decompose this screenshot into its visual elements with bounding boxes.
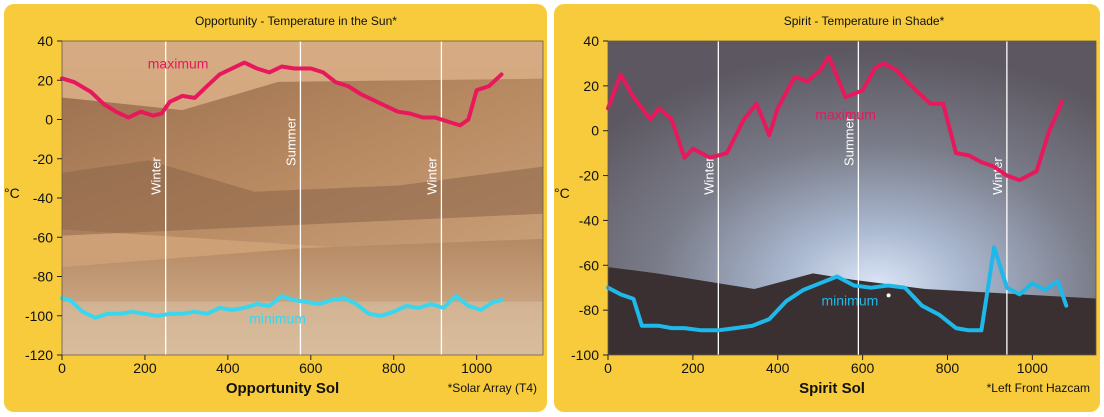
y-tick-label: -40 bbox=[579, 212, 599, 228]
y-tick-label: -60 bbox=[33, 229, 53, 245]
y-tick-label: -40 bbox=[33, 190, 53, 206]
x-tick-label: 1000 bbox=[1017, 360, 1048, 376]
series-line-maximum bbox=[606, 54, 1065, 183]
series-line-minimum bbox=[606, 245, 1069, 333]
y-axis-label: °C bbox=[4, 185, 20, 201]
y-tick-label: -20 bbox=[579, 168, 599, 184]
setting-sun bbox=[886, 293, 891, 298]
y-tick-label: -60 bbox=[579, 257, 599, 273]
season-label: Winter bbox=[701, 157, 716, 195]
x-tick-label: 200 bbox=[133, 360, 157, 376]
y-tick-label: -120 bbox=[25, 347, 53, 363]
opportunity-chart: Opportunity - Temperature in the Sun* Win… bbox=[4, 14, 544, 397]
season-label: Winter bbox=[990, 157, 1005, 195]
series-label-maximum: maximum bbox=[148, 55, 209, 71]
y-tick-label: 0 bbox=[591, 123, 599, 139]
x-axis-label: Spirit Sol bbox=[799, 380, 865, 397]
y-tick-label: 0 bbox=[45, 112, 53, 128]
y-tick-label: 20 bbox=[37, 72, 53, 88]
y-tick-label: -100 bbox=[25, 308, 53, 324]
x-tick-label: 400 bbox=[216, 360, 240, 376]
opportunity-chart-panel: Opportunity - Temperature in the Sun* Win… bbox=[4, 4, 547, 412]
series-line-minimum bbox=[60, 294, 504, 320]
y-axis-label: °C bbox=[554, 185, 570, 201]
plot-frame bbox=[607, 40, 1097, 356]
series-label-maximum: maximum bbox=[815, 107, 876, 123]
x-tick-label: 0 bbox=[58, 360, 66, 376]
series-label-minimum: minimum bbox=[249, 311, 306, 327]
x-tick-label: 600 bbox=[299, 360, 323, 376]
season-label: Winter bbox=[149, 157, 164, 195]
chart-title: Opportunity - Temperature in the Sun* bbox=[195, 14, 397, 28]
x-tick-label: 400 bbox=[766, 360, 790, 376]
crater-shadow bbox=[62, 160, 543, 236]
series-label-minimum: minimum bbox=[821, 293, 878, 309]
x-tick-label: 1000 bbox=[461, 360, 492, 376]
y-tick-label: 20 bbox=[583, 78, 599, 94]
footnote: *Solar Array (T4) bbox=[448, 381, 537, 395]
series-line-maximum bbox=[60, 60, 504, 128]
horizon-silhouette bbox=[608, 267, 1096, 355]
y-tick-label: -20 bbox=[33, 151, 53, 167]
y-tick-label: -80 bbox=[579, 302, 599, 318]
footnote: *Left Front Hazcam bbox=[987, 381, 1090, 395]
season-label: Summer bbox=[283, 116, 298, 166]
season-label: Winter bbox=[424, 157, 439, 195]
y-tick-label: -100 bbox=[571, 347, 599, 363]
x-tick-label: 200 bbox=[681, 360, 705, 376]
spirit-chart: Spirit - Temperature in Shade* Winter Summ… bbox=[554, 14, 1097, 397]
sand-strip bbox=[62, 301, 543, 355]
x-tick-label: 800 bbox=[382, 360, 406, 376]
y-tick-label: 40 bbox=[37, 33, 53, 49]
chart-title: Spirit - Temperature in Shade* bbox=[784, 14, 945, 28]
y-tick-label: 40 bbox=[583, 33, 599, 49]
season-label: Summer bbox=[841, 116, 856, 166]
x-tick-label: 800 bbox=[936, 360, 960, 376]
x-axis-label: Opportunity Sol bbox=[226, 380, 339, 397]
x-tick-label: 0 bbox=[604, 360, 612, 376]
spirit-chart-panel: Spirit - Temperature in Shade* Winter Summ… bbox=[554, 4, 1100, 412]
y-tick-label: -80 bbox=[33, 269, 53, 285]
x-tick-label: 600 bbox=[851, 360, 875, 376]
